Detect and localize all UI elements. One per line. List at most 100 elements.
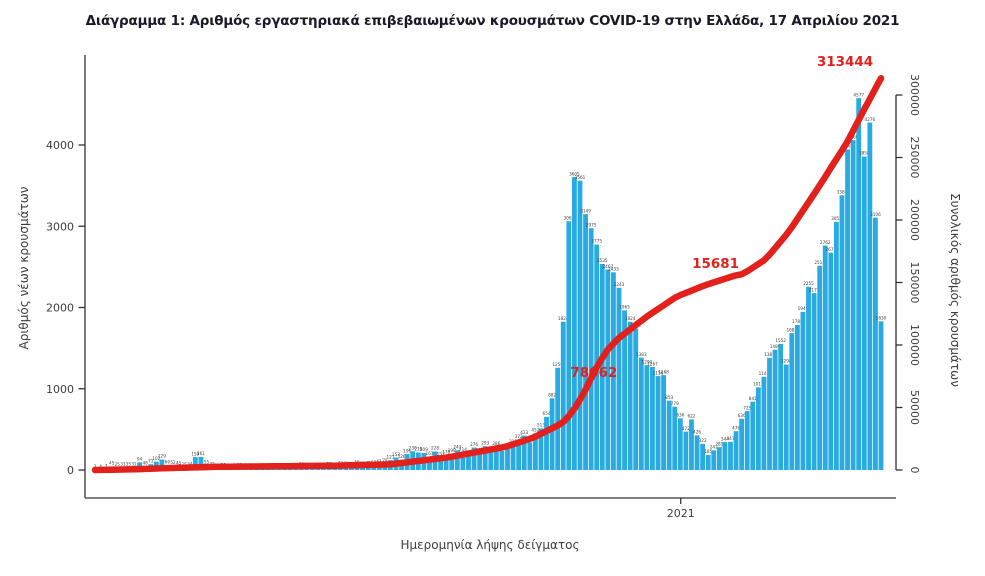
bar-value-label: 198 xyxy=(448,448,456,453)
bar-value-label: 230 xyxy=(409,446,417,451)
bar xyxy=(661,375,666,470)
bar xyxy=(505,448,510,470)
bar xyxy=(700,443,706,470)
bar-value-label: 1298 xyxy=(781,359,792,364)
bar xyxy=(477,453,483,470)
bar-value-label: 78 xyxy=(382,458,388,463)
bar xyxy=(677,418,683,470)
bar xyxy=(755,387,761,470)
bar-value-label: 33 xyxy=(120,462,126,467)
bar-value-label: 55 xyxy=(204,460,210,465)
line-annotation: 15681 xyxy=(692,256,739,272)
bar-value-label: 185 xyxy=(704,449,712,454)
bar-value-label: 322 xyxy=(699,438,707,443)
bar-value-label: 228 xyxy=(431,446,439,451)
bar xyxy=(493,446,499,470)
bar-value-label: 1147 xyxy=(759,371,770,376)
bar-value-label: 31 xyxy=(131,462,137,467)
bar-value-label: 71 xyxy=(148,458,154,463)
bar xyxy=(728,441,733,470)
bar xyxy=(694,435,700,470)
bar xyxy=(577,180,583,471)
bar-value-label: 1552 xyxy=(775,338,786,343)
bar-value-label: 1946 xyxy=(798,306,809,311)
bar-value-label: 2177 xyxy=(809,287,820,292)
bar xyxy=(192,457,198,470)
bar-value-label: 157 xyxy=(437,451,445,456)
bar-value-label: 4577 xyxy=(853,92,864,97)
bar xyxy=(198,456,204,470)
bar xyxy=(822,245,828,470)
bar xyxy=(716,447,722,470)
bar xyxy=(739,418,745,470)
y-axis-left-title: Αριθμός νέων κρουσμάτων xyxy=(17,186,31,349)
bar-value-label: 153 xyxy=(392,452,400,457)
bar xyxy=(566,221,572,470)
x-axis-title: Ημερομηνία λήψης δείγματος xyxy=(400,538,579,552)
bar xyxy=(744,411,750,470)
y-left-tick-label: 1000 xyxy=(46,383,74,396)
bar xyxy=(527,442,533,470)
bar-value-label: 1017 xyxy=(753,382,764,387)
bar-value-label: 779 xyxy=(671,401,679,406)
bar xyxy=(588,228,594,470)
bar-value-label: 2433 xyxy=(608,267,619,272)
bar-value-label: 2467 xyxy=(603,264,614,269)
bar-value-label: 3062 xyxy=(563,215,574,220)
bar xyxy=(466,456,471,470)
bar-value-label: 25 xyxy=(115,462,121,467)
bar-value-label: 161 xyxy=(425,451,433,456)
y-left-tick-label: 3000 xyxy=(46,220,74,233)
bar-value-label: 1381 xyxy=(764,352,775,357)
bar xyxy=(750,401,756,470)
bar-value-label: 2535 xyxy=(597,258,608,263)
y-right-tick-label: 250000 xyxy=(908,137,921,179)
bar xyxy=(767,357,772,470)
bar-value-label: 7 xyxy=(105,464,108,469)
bar-value-label: 3 xyxy=(94,464,97,469)
bar-value-label: 853 xyxy=(665,395,673,400)
bar xyxy=(845,149,850,470)
bar xyxy=(605,269,611,470)
bar xyxy=(672,406,678,470)
bar xyxy=(360,466,365,470)
bar xyxy=(510,444,516,470)
bar-value-label: 2255 xyxy=(803,281,814,286)
bar xyxy=(599,264,605,470)
bar-value-label: 344 xyxy=(721,436,729,441)
chart-title: Διάγραμμα 1: Αριθμός εργαστηριακά επιβεβ… xyxy=(85,13,900,29)
bar-value-label: 60 xyxy=(165,459,171,464)
bar-value-label: 48 xyxy=(142,460,148,465)
bar-value-label: 35 xyxy=(126,461,132,466)
bar xyxy=(783,364,789,470)
bar-value-label: 94 xyxy=(137,457,143,462)
bar xyxy=(544,416,549,470)
bar-value-label: 1383 xyxy=(636,352,647,357)
bar-value-label: 1259 xyxy=(552,362,563,367)
bar xyxy=(778,343,784,470)
bar xyxy=(856,98,862,471)
bar xyxy=(689,419,694,470)
bar-value-label: 1830 xyxy=(876,316,887,321)
bar-value-label: 4276 xyxy=(865,117,876,122)
bar xyxy=(878,321,884,470)
y-right-tick-label: 300000 xyxy=(908,74,921,116)
bar xyxy=(560,321,566,470)
bar-value-label: 882 xyxy=(548,393,556,398)
bar-value-label: 630 xyxy=(738,413,746,418)
y-left-tick-label: 0 xyxy=(67,464,74,477)
bar xyxy=(711,450,717,470)
bar xyxy=(282,469,287,470)
bar-value-label: 45 xyxy=(109,461,115,466)
y-axis-right-title: Συνολικός αριθμός κρουσμάτων xyxy=(948,193,962,387)
x-tick-label: 2021 xyxy=(667,507,695,520)
bar-value-label: 209 xyxy=(420,447,428,452)
bar-value-label: 347 xyxy=(726,436,734,441)
bar-value-label: 102 xyxy=(152,456,160,461)
bar-value-label: 3381 xyxy=(837,189,848,194)
bar-value-label: 281 xyxy=(715,441,723,446)
bar xyxy=(521,435,527,470)
bar xyxy=(705,454,711,470)
bar-value-label: 636 xyxy=(676,413,684,418)
